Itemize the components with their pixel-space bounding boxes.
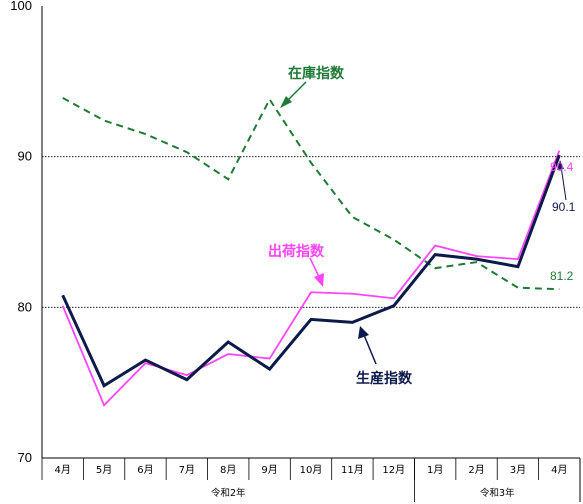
series-layer (61, 97, 561, 407)
y-axis-ticks: 70 80 90 100 (10, 0, 32, 465)
x-tick-label: 9月 (261, 464, 277, 476)
last-seisan-value: 90.1 (552, 200, 576, 214)
seisan-arrowhead (358, 326, 369, 339)
zaiko-arrowhead (280, 96, 292, 108)
seisan-label: 生産指数 (356, 370, 413, 387)
x-tick-label: 3月 (510, 464, 526, 476)
seisan-last-arrowhead (557, 160, 564, 170)
series-line-生産指数 (61, 154, 561, 388)
x-group-label: 令和2年 (211, 487, 246, 499)
x-tick-label: 6月 (137, 464, 153, 476)
x-tick-label: 4月 (55, 464, 71, 476)
x-group-label: 令和3年 (480, 487, 515, 499)
x-tick-label: 2月 (468, 464, 484, 476)
shukka-label: 出荷指数 (268, 243, 325, 260)
x-tick-label: 7月 (179, 464, 195, 476)
seisan-last-arrow (560, 165, 567, 201)
annotation-arrows (280, 81, 567, 365)
y-tick-label: 90 (18, 149, 32, 164)
last-zaiko-value: 81.2 (550, 269, 574, 283)
x-tick-label: 5月 (96, 464, 112, 476)
y-tick-label: 100 (10, 0, 32, 13)
last-shukka-value: 90.4 (550, 160, 574, 174)
y-tick-label: 80 (18, 299, 32, 314)
x-tick-label: 12月 (382, 464, 405, 476)
seisan-arrow (363, 334, 377, 365)
x-tick-label: 1月 (427, 464, 443, 476)
x-tick-label: 4月 (551, 464, 567, 476)
x-tick-label: 8月 (220, 464, 236, 476)
series-line-出荷指数 (61, 150, 561, 407)
x-tick-label: 10月 (300, 464, 323, 476)
shukka-arrowhead (314, 273, 324, 287)
zaiko-label: 在庫指数 (288, 65, 345, 82)
series-line-在庫指数 (62, 97, 560, 291)
x-tick-label: 11月 (341, 464, 364, 476)
reference-lines (42, 156, 580, 308)
y-tick-label: 70 (18, 450, 32, 465)
